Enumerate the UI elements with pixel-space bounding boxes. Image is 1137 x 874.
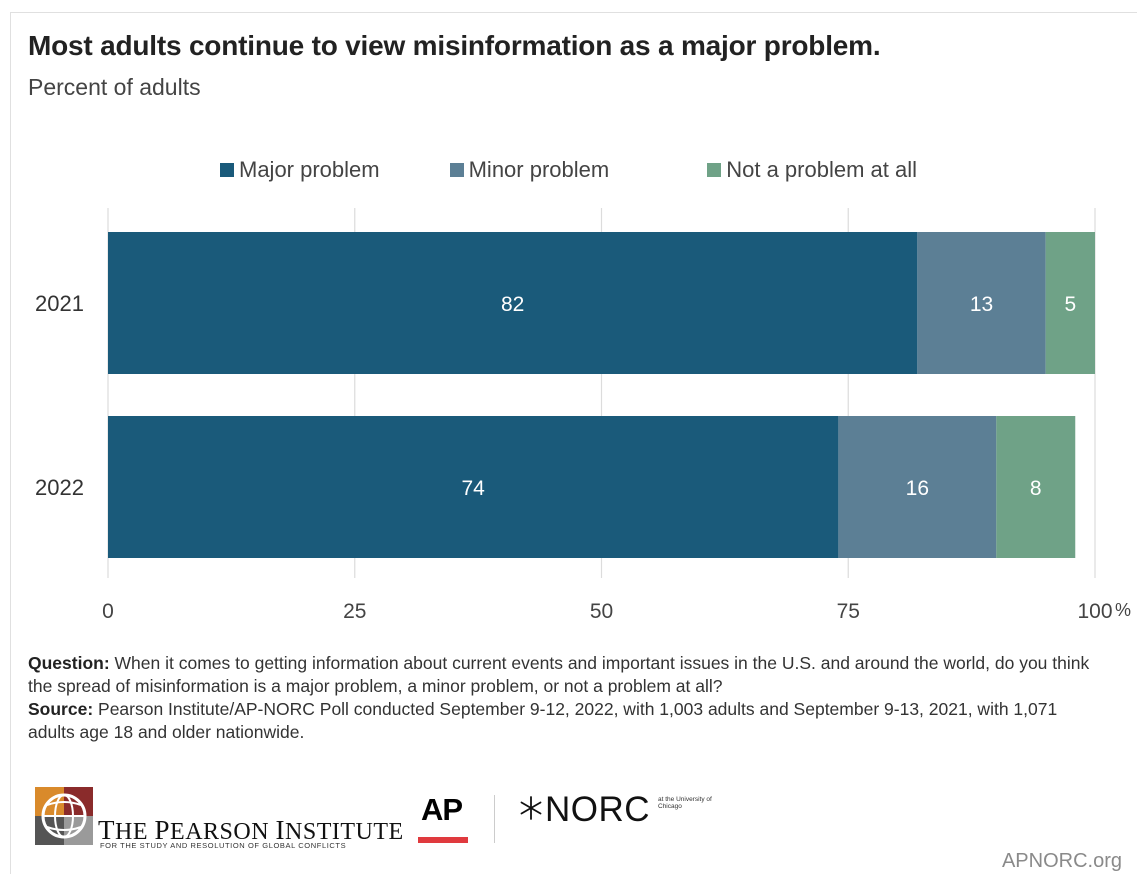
- legend-item-not-a-problem: Not a problem at all: [707, 157, 917, 183]
- source-text: Pearson Institute/AP-NORC Poll conducted…: [28, 699, 1058, 742]
- question-note: Question: When it comes to getting infor…: [28, 652, 1108, 698]
- ap-logo: AP: [418, 792, 470, 848]
- data-label-2021-2: 5: [1064, 293, 1076, 316]
- ap-logo-bar: [418, 837, 468, 843]
- legend-swatch-minor: [449, 163, 464, 177]
- legend-label-not-a-problem: Not a problem at all: [726, 157, 917, 182]
- data-label-2022-1: 16: [906, 477, 929, 500]
- source-note: Source: Pearson Institute/AP-NORC Poll c…: [28, 698, 1108, 744]
- logo-divider: [494, 795, 495, 843]
- question-text: When it comes to getting information abo…: [28, 653, 1090, 696]
- legend-label-minor: Minor problem: [468, 157, 610, 182]
- question-label: Question:: [28, 653, 110, 673]
- x-tick-label-25: 25: [343, 600, 366, 623]
- norc-logo: NORC at the University of Chicago: [518, 790, 718, 830]
- stacked-bar-chart: 82 13 5 2021 74 16 8 2022 0 25 50 75 100%: [35, 208, 1131, 623]
- source-label: Source:: [28, 699, 94, 719]
- footer-url: APNORC.org: [1001, 850, 1122, 872]
- chart-legend: Major problem Minor problem Not a proble…: [220, 157, 917, 183]
- ap-logo-text: AP: [421, 792, 463, 827]
- chart-notes: Question: When it comes to getting infor…: [28, 652, 1108, 744]
- bar-2021-not-a-problem-at-all: [1045, 232, 1095, 374]
- data-label-2022-0: 74: [462, 477, 486, 500]
- bar-2021-major-problem: [108, 232, 918, 374]
- norc-star-icon: [520, 796, 542, 820]
- norc-logo-affiliation: at the University of Chicago: [658, 796, 712, 810]
- chart-subtitle: Percent of adults: [28, 74, 201, 100]
- norc-logo-text: NORC: [545, 790, 651, 829]
- bar-2022-minor-problem: [838, 416, 997, 558]
- legend-swatch-major: [220, 163, 234, 177]
- x-tick-label-0: 0: [102, 600, 114, 623]
- bar-2022-major-problem: [108, 416, 839, 558]
- x-tick-label-100: 100: [1077, 600, 1112, 623]
- x-tick-label-75: 75: [837, 600, 860, 623]
- bar-2021-minor-problem: [917, 232, 1046, 374]
- bar-2022-not-a-problem-at-all: [996, 416, 1076, 558]
- category-label-2022: 2022: [35, 475, 84, 500]
- legend-label-major: Major problem: [239, 157, 380, 182]
- data-label-2022-2: 8: [1030, 477, 1042, 500]
- legend-item-major: Major problem: [220, 157, 380, 183]
- x-unit-label: %: [1115, 600, 1131, 620]
- pearson-logo-name: THE PEARSON INSTITUTE: [98, 815, 404, 845]
- pearson-logo-tagline: FOR THE STUDY AND RESOLUTION OF GLOBAL C…: [100, 841, 347, 850]
- legend-item-minor: Minor problem: [449, 157, 610, 183]
- legend-swatch-not-a-problem: [707, 163, 722, 177]
- pearson-globe-icon: [35, 787, 93, 845]
- data-label-2021-0: 82: [501, 293, 524, 316]
- chart-frame: [10, 12, 1137, 874]
- x-tick-label-50: 50: [590, 600, 613, 623]
- category-label-2021: 2021: [35, 291, 84, 316]
- data-label-2021-1: 13: [970, 293, 993, 316]
- chart-title: Most adults continue to view misinformat…: [28, 30, 881, 61]
- pearson-institute-logo: THE PEARSON INSTITUTE FOR THE STUDY AND …: [35, 787, 403, 851]
